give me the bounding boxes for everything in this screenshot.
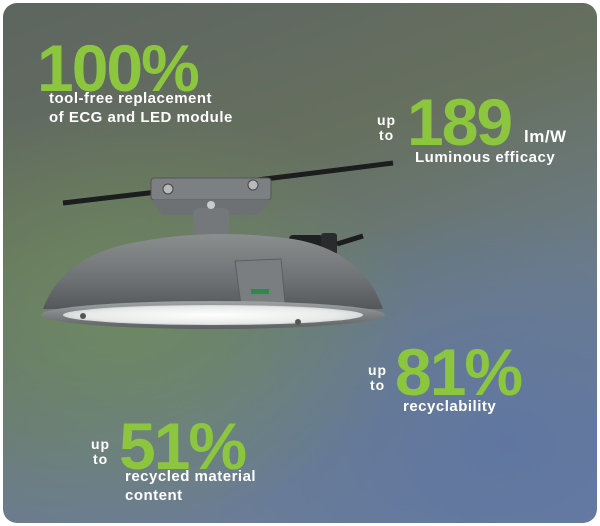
prefix-to: to [369, 377, 386, 393]
lamp-housing [43, 233, 383, 309]
stat-recycled-caption: recycled material content [125, 467, 256, 505]
lamp-lens [63, 305, 363, 325]
caption-line: of ECG and LED module [49, 109, 233, 126]
stat-tool-free-value: 100% [37, 31, 200, 105]
prefix-up: up [377, 112, 397, 128]
caption-line: recyclability [403, 398, 497, 415]
stat-recyclability-value: 81% [395, 335, 523, 409]
stat-recycled-prefix: up to [91, 437, 110, 467]
stat-recyclability-prefix: up to [368, 363, 387, 393]
prefix-up: up [368, 362, 388, 378]
caption-line: Luminous efficacy [415, 149, 556, 166]
prefix-up: up [91, 436, 111, 452]
stat-efficacy-prefix: up to [377, 113, 396, 143]
prefix-to: to [378, 127, 395, 143]
prefix-to: to [92, 451, 109, 467]
caption-line: recycled material [125, 468, 257, 485]
caption-line: tool-free replacement [49, 90, 213, 107]
stat-efficacy-caption: Luminous efficacy [415, 148, 555, 167]
caption-line: content [125, 487, 183, 504]
stat-efficacy-value: 189 [407, 85, 513, 159]
stat-recycled-value: 51% [119, 409, 247, 483]
stat-tool-free-caption: tool-free replacement of ECG and LED mod… [49, 89, 233, 127]
infographic-panel: 100% tool-free replacement of ECG and LE… [3, 3, 597, 523]
stat-efficacy-unit: lm/W [524, 127, 567, 146]
street-light-luminaire-image [41, 160, 394, 329]
stat-recyclability-caption: recyclability [403, 397, 496, 416]
